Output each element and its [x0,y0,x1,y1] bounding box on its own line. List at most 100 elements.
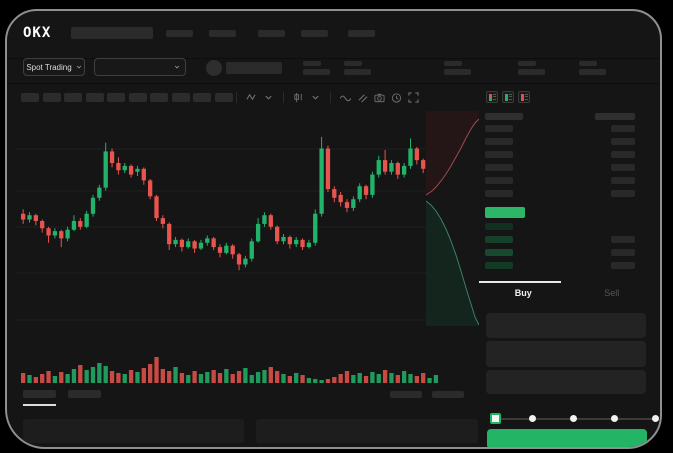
candlestick-chart[interactable] [15,109,445,389]
interval-zigzag-icon[interactable] [246,92,257,103]
ask-amount-skeleton [611,164,635,171]
timeframe-button-skeleton[interactable] [171,93,190,102]
ask-price-skeleton [485,164,513,171]
nav-item-skeleton[interactable] [301,30,328,37]
nav-item-skeleton[interactable] [166,30,193,37]
stat-value-skeleton [579,69,606,75]
ticker-stat [579,61,606,78]
ask-row[interactable] [485,138,635,145]
chevron-down-icon [174,65,180,69]
amount-input-skeleton[interactable] [486,341,646,367]
tab-buy[interactable]: Buy [514,288,532,298]
last-price-bar[interactable] [485,207,525,218]
stat-label-skeleton [444,61,462,66]
coin-avatar [206,60,222,76]
ask-price-skeleton [485,125,513,132]
timeframe-button-skeleton[interactable] [193,93,211,102]
camera-icon[interactable] [374,92,385,103]
ask-price-skeleton [485,151,513,158]
nav-search-skeleton[interactable] [71,27,153,39]
chevron-down-icon[interactable] [310,92,321,103]
toolbar-divider [330,92,331,103]
market-type-dropdown[interactable]: Spot Trading [23,58,85,76]
timer-icon[interactable] [391,92,402,103]
amount-column-header-skeleton [595,113,635,120]
nav-item-skeleton[interactable] [348,30,375,37]
pair-selector-dropdown[interactable] [94,58,186,76]
timeframe-button-skeleton[interactable] [85,93,104,102]
slider-stop-75[interactable] [611,415,618,422]
timeframe-button-skeleton[interactable] [107,93,125,102]
ask-price-skeleton [485,190,513,197]
ask-amount-skeleton [611,190,635,197]
bottom-tab-active-skeleton[interactable] [23,390,56,398]
chevron-down-icon [76,65,81,69]
buy-submit-button[interactable] [487,429,647,447]
ask-row[interactable] [485,125,635,132]
slider-stop-50[interactable] [570,415,577,422]
slider-stop-100[interactable] [652,415,659,422]
book-asks-only-icon[interactable] [518,91,530,103]
bid-row[interactable] [485,262,635,269]
chevron-down-icon[interactable] [263,92,274,103]
stat-label-skeleton [579,61,597,66]
stat-label-skeleton [303,61,321,66]
app-window: OKX Spot Trading [5,9,662,449]
timeframe-button-skeleton[interactable] [150,93,168,102]
bottom-action-skeleton[interactable] [390,391,422,398]
bid-price-skeleton [485,262,513,269]
bid-row[interactable] [485,249,635,256]
timeframe-button-skeleton[interactable] [21,93,39,102]
stat-value-skeleton [518,69,545,75]
bid-amount-skeleton [611,262,635,269]
depth-chart[interactable] [426,111,479,326]
bid-row[interactable] [485,223,635,230]
ask-price-skeleton [485,177,513,184]
trade-panel-active-tab-line [479,281,561,283]
book-bids-only-icon[interactable] [502,91,514,103]
stat-value-skeleton [344,69,371,75]
bottom-panel-left [23,419,244,443]
ask-row[interactable] [485,190,635,197]
line-wave-icon[interactable] [340,92,351,103]
bid-amount-skeleton [611,236,635,243]
ask-price-skeleton [485,138,513,145]
bid-row[interactable] [485,236,635,243]
ask-amount-skeleton [611,177,635,184]
timeframe-button-skeleton[interactable] [42,93,61,102]
nav-item-skeleton[interactable] [209,30,236,37]
bottom-tab-underline [23,404,56,406]
stat-value-skeleton [444,69,471,75]
book-combined-icon[interactable] [486,91,498,103]
stat-label-skeleton [344,61,362,66]
timeframe-button-skeleton[interactable] [64,93,82,102]
okx-logo[interactable]: OKX [23,25,52,41]
candle-style-icon[interactable] [293,92,304,103]
ask-row[interactable] [485,177,635,184]
price-input-skeleton[interactable] [486,313,646,338]
bottom-panel-right [256,419,478,443]
bid-amount-skeleton [611,249,635,256]
total-input-skeleton[interactable] [486,370,646,394]
nav-divider [7,58,660,59]
nav-item-skeleton[interactable] [258,30,285,37]
subheader-divider [7,83,660,84]
indicators-icon[interactable] [357,92,368,103]
slider-stop-25[interactable] [529,415,536,422]
timeframe-button-skeleton[interactable] [214,93,233,102]
ask-row[interactable] [485,151,635,158]
tab-sell[interactable]: Sell [604,288,620,298]
stat-label-skeleton [518,61,536,66]
amount-slider-handle[interactable] [490,413,501,424]
ticker-stat [444,61,471,78]
timeframe-button-skeleton[interactable] [128,93,147,102]
bottom-tab-skeleton[interactable] [68,390,101,398]
fullscreen-icon[interactable] [408,92,419,103]
ask-row[interactable] [485,164,635,171]
order-book-view-toggles [486,91,530,103]
market-type-label: Spot Trading [26,62,72,72]
price-column-header-skeleton [485,113,523,120]
toolbar-divider [236,92,237,103]
bottom-action-skeleton[interactable] [432,391,464,398]
bid-price-skeleton [485,249,513,256]
